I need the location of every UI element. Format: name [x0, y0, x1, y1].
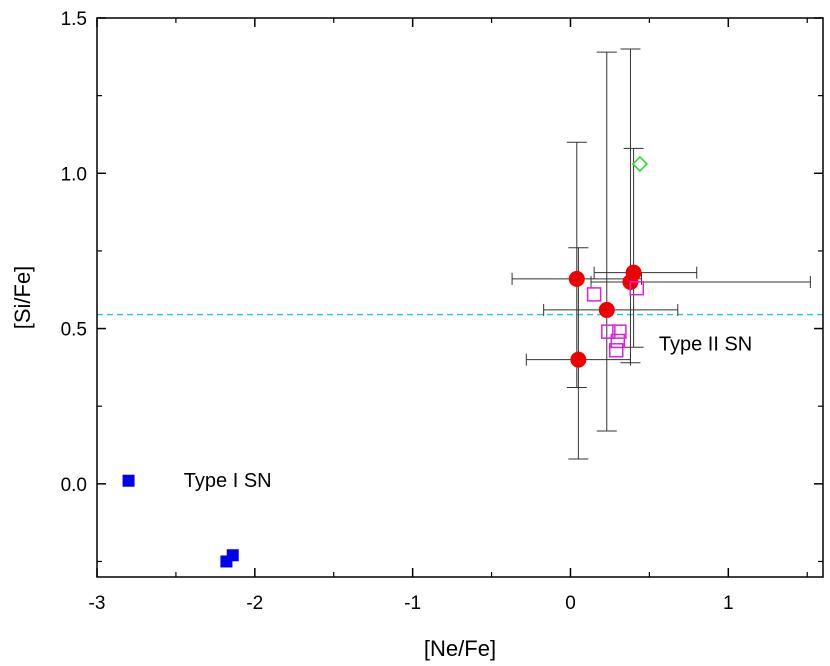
y-tick-label: 1.5 [61, 9, 87, 30]
magenta-squares-point [612, 324, 627, 339]
red-circles-point [568, 270, 585, 287]
annotation-label: Type I SN [184, 470, 272, 492]
green-diamond-point [631, 155, 648, 173]
plot-layer: Type I SN Type II SN [97, 48, 823, 568]
y-tick-label: 0.0 [61, 475, 87, 496]
magenta-squares-point [608, 343, 624, 358]
x-tick-label: 1 [723, 593, 734, 614]
magenta-squares-point [629, 280, 645, 296]
annotation-label: Type II SN [659, 333, 752, 355]
type-i-sn-point [122, 474, 135, 487]
magenta-squares-point [610, 333, 626, 349]
x-axis-title: [Ne/Fe] [424, 636, 496, 661]
x-tick-label: 0 [565, 593, 576, 614]
x-tick-label: -1 [404, 593, 421, 614]
y-axis-title: [Si/Fe] [10, 266, 35, 330]
red-circles-point [625, 264, 642, 281]
x-tick-label: -3 [89, 593, 106, 614]
y-tick-label: 0.5 [61, 320, 87, 341]
y-tick-label: 1.0 [61, 164, 87, 185]
plot-frame [96, 17, 824, 578]
red-circles-point [570, 351, 587, 368]
red-circles-point [598, 301, 615, 318]
magenta-squares-point [586, 287, 602, 302]
magenta-squares-point [601, 324, 616, 339]
axis-layer: -3 -2 -1 0 1 0.0 0.5 1.0 1.5 [61, 9, 823, 614]
x-tick-label: -2 [246, 593, 263, 614]
type-i-sn-point [226, 549, 239, 562]
